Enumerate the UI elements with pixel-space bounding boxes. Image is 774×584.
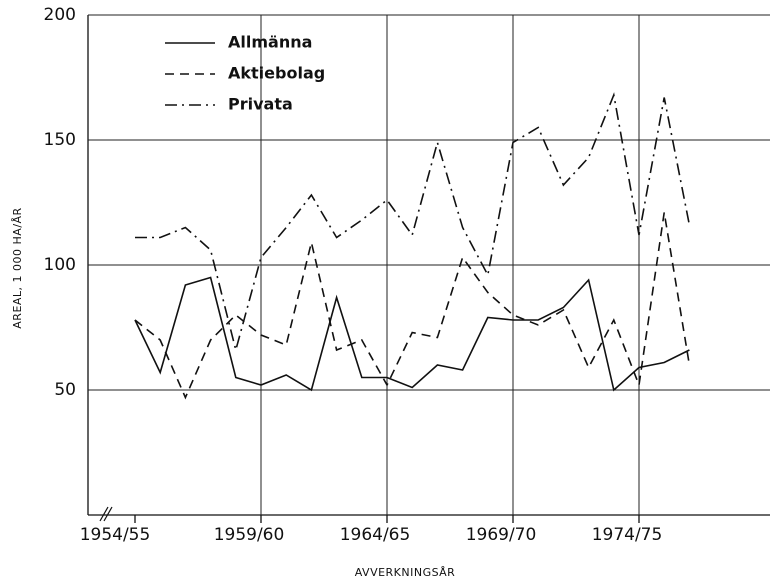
y-tick-label: 50 <box>54 380 76 400</box>
axis-break <box>99 506 109 522</box>
x-tick-label: 1964/65 <box>340 525 411 545</box>
y-tick-label: 200 <box>44 5 76 25</box>
axis-break <box>103 506 113 522</box>
y-axis-title: AREAL, 1 000 HA/ÅR <box>11 207 24 328</box>
legend-label: Privata <box>228 95 293 114</box>
series-line <box>134 276 690 392</box>
legend-label: Allmänna <box>228 33 312 52</box>
x-axis-title: AVVERKNINGSÅR <box>355 566 456 579</box>
series-line <box>135 92 691 354</box>
x-tick-label: 1974/75 <box>592 525 663 545</box>
legend-label: Aktiebolag <box>228 64 325 83</box>
series-line <box>134 212 691 400</box>
x-tick-label: 1954/55 <box>80 525 151 545</box>
y-tick-label: 100 <box>44 255 76 275</box>
x-tick-label: 1969/70 <box>466 525 537 545</box>
y-tick-label: 150 <box>44 130 76 150</box>
x-tick-label: 1959/60 <box>214 525 285 545</box>
